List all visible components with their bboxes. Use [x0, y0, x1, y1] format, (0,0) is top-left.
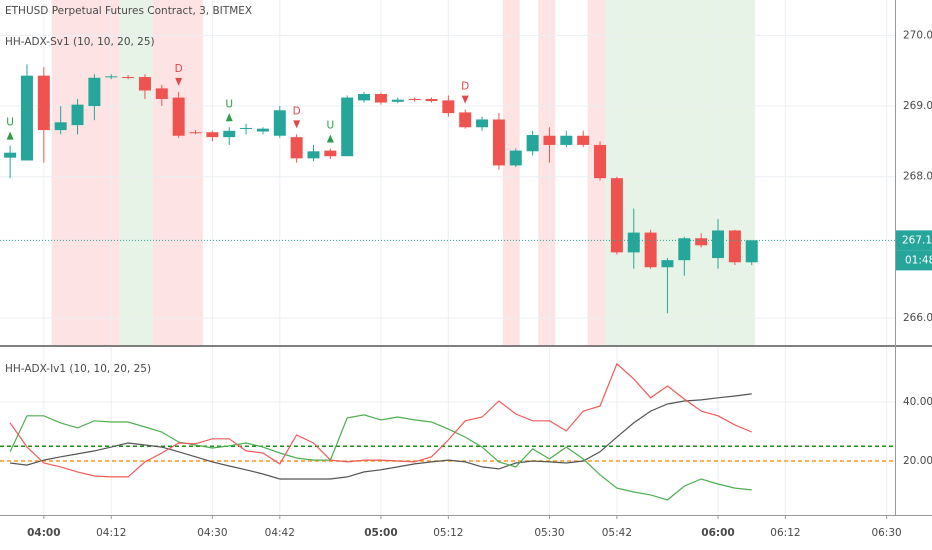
x-tick-label: 06:30: [871, 527, 901, 539]
signal-label: U: [225, 98, 233, 110]
candle-body: [20, 75, 33, 161]
signal-band: [119, 0, 153, 345]
signal-band: [502, 0, 520, 345]
study-title: HH-ADX-Sv1 (10, 10, 20, 25): [5, 36, 155, 48]
signal-band: [538, 0, 556, 345]
indicator-line: [9, 414, 752, 501]
candle-body: [661, 260, 674, 268]
candle-body: [594, 144, 607, 179]
signal-arrow: [175, 77, 183, 86]
x-tick-label: 04:30: [197, 527, 227, 539]
candle-body: [745, 240, 758, 263]
y-tick-label: 270.00: [903, 29, 932, 41]
candle-body: [459, 112, 472, 128]
candle-body: [425, 98, 438, 102]
signal-band: [605, 0, 756, 345]
candle-body: [374, 94, 387, 103]
x-tick-label: 06:12: [770, 527, 800, 539]
candle-body: [610, 178, 623, 253]
countdown-box: [896, 250, 932, 271]
candle-body: [4, 152, 17, 158]
signal-arrow: [6, 131, 14, 140]
candle-body: [543, 135, 556, 145]
signal-band: [51, 0, 120, 345]
chart-title: ETHUSD Perpetual Futures Contract, 3, BI…: [5, 5, 252, 17]
candle-body: [206, 132, 219, 138]
candle-body: [728, 230, 741, 263]
signal-arrow: [293, 120, 301, 129]
candle-body: [492, 119, 505, 166]
candle-body: [37, 75, 50, 131]
candle-body: [290, 137, 303, 159]
signal-label: D: [461, 81, 469, 93]
candle-body: [627, 232, 640, 253]
signal-label: D: [293, 105, 301, 117]
candle-body: [273, 110, 286, 136]
candle-body: [644, 232, 657, 268]
x-tick-label: 06:00: [701, 527, 734, 539]
candle-body: [307, 151, 320, 159]
y-tick-label: 268.00: [903, 171, 932, 183]
signal-arrow: [225, 113, 233, 122]
candle-body: [122, 77, 135, 79]
signal-band: [152, 0, 203, 345]
last-price-label: 267.10: [902, 234, 932, 246]
y-tick-label: 20.00: [903, 455, 932, 467]
candle-body: [391, 99, 404, 102]
candle-body: [678, 238, 691, 261]
candle-body: [189, 132, 202, 134]
candle-body: [155, 88, 168, 99]
candle-body: [223, 130, 236, 138]
signal-label: U: [327, 119, 335, 131]
x-tick-label: 05:30: [534, 527, 564, 539]
countdown-label: 01:48: [905, 254, 932, 266]
candle-body: [324, 150, 337, 157]
x-tick-label: 05:12: [433, 527, 463, 539]
candle-body: [71, 104, 84, 126]
candle-body: [105, 76, 118, 78]
signal-label: D: [175, 63, 183, 75]
last-price-box: [896, 230, 932, 251]
candle-body: [341, 97, 354, 157]
indicator-title: HH-ADX-Iv1 (10, 10, 20, 25): [5, 363, 151, 375]
signal-label: U: [6, 117, 14, 129]
indicator-line: [10, 393, 752, 480]
candle-body: [240, 127, 253, 129]
candle-body: [408, 98, 421, 100]
candle-body: [172, 97, 185, 136]
y-tick-label: 266.00: [903, 312, 932, 324]
y-tick-label: 40.00: [903, 396, 932, 408]
candle-body: [509, 150, 522, 166]
candle-body: [577, 135, 590, 145]
candle-body: [712, 230, 725, 259]
x-tick-label: 04:12: [96, 527, 126, 539]
y-tick-label: 269.00: [903, 100, 932, 112]
candle-body: [526, 135, 539, 152]
candle-body: [560, 135, 573, 145]
candle-body: [138, 77, 151, 91]
signal-arrow: [326, 134, 334, 143]
x-tick-label: 05:42: [602, 527, 632, 539]
x-tick-label: 04:42: [265, 527, 295, 539]
x-tick-label: 04:00: [27, 527, 60, 539]
candle-body: [88, 77, 101, 107]
candle-body: [54, 122, 67, 131]
candle-body: [476, 119, 489, 128]
x-tick-label: 05:00: [364, 527, 397, 539]
indicator-line: [9, 362, 752, 478]
signal-arrow: [461, 95, 469, 104]
candle-body: [442, 100, 455, 114]
candle-body: [695, 238, 708, 246]
candle-body: [358, 94, 371, 101]
candle-body: [256, 128, 269, 132]
